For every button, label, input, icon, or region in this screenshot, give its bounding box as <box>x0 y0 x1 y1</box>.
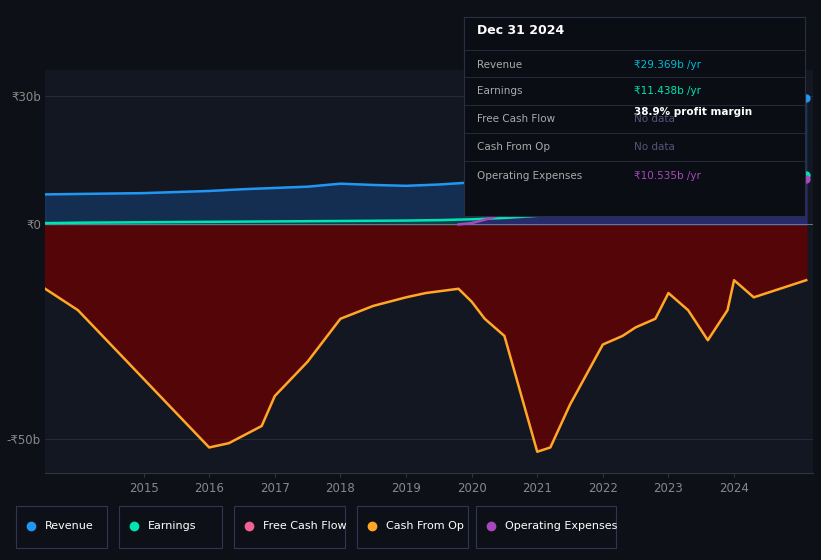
Text: ₹10.535b /yr: ₹10.535b /yr <box>635 171 701 181</box>
Text: Revenue: Revenue <box>45 521 94 531</box>
Text: Free Cash Flow: Free Cash Flow <box>478 114 556 124</box>
Text: Free Cash Flow: Free Cash Flow <box>263 521 346 531</box>
Text: 38.9% profit margin: 38.9% profit margin <box>635 107 752 117</box>
Text: No data: No data <box>635 142 675 152</box>
Text: No data: No data <box>635 114 675 124</box>
Text: Operating Expenses: Operating Expenses <box>478 171 583 181</box>
Text: Cash From Op: Cash From Op <box>478 142 551 152</box>
Text: ₹11.438b /yr: ₹11.438b /yr <box>635 86 701 96</box>
Text: Revenue: Revenue <box>478 59 523 69</box>
Text: Operating Expenses: Operating Expenses <box>505 521 617 531</box>
Text: Cash From Op: Cash From Op <box>386 521 464 531</box>
Text: ₹29.369b /yr: ₹29.369b /yr <box>635 59 701 69</box>
Text: Dec 31 2024: Dec 31 2024 <box>478 24 565 37</box>
Text: Earnings: Earnings <box>148 521 196 531</box>
Text: Earnings: Earnings <box>478 86 523 96</box>
